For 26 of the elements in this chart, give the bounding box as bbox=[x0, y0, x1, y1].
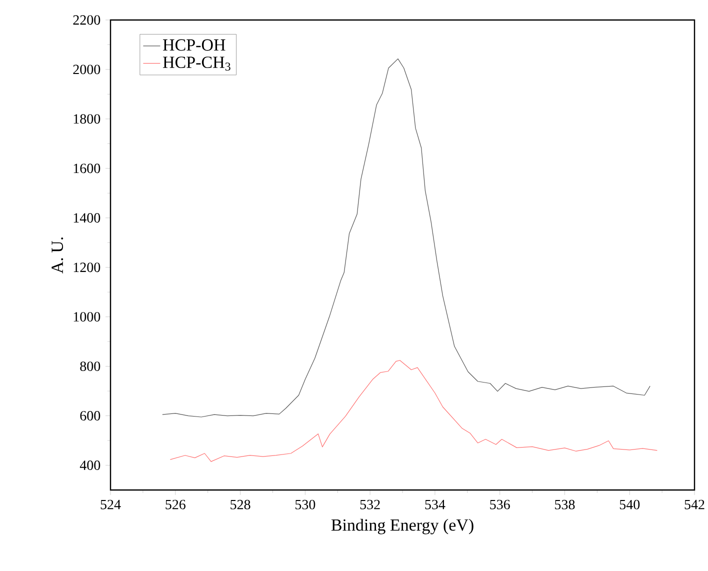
x-tick-label: 542 bbox=[684, 500, 704, 510]
y-tick-label: 1400 bbox=[74, 213, 100, 223]
x-tick-label: 530 bbox=[295, 500, 316, 510]
x-tick-label: 534 bbox=[425, 500, 446, 510]
y-tick-label: 1800 bbox=[74, 114, 100, 124]
y-tick-label: 2000 bbox=[73, 64, 100, 74]
legend-label: HCP-OH bbox=[162, 39, 226, 51]
y-axis-title: A. U. bbox=[52, 237, 64, 274]
y-tick-label: 600 bbox=[80, 411, 100, 420]
line-series bbox=[170, 360, 658, 462]
x-tick-label: 536 bbox=[490, 500, 510, 510]
x-tick-label: 540 bbox=[620, 500, 640, 510]
y-tick-label: 2200 bbox=[73, 15, 100, 25]
legend-label: HCP-CH$_{3}$ bbox=[162, 56, 230, 71]
x-axis-title: Binding Energy (eV) bbox=[331, 518, 474, 534]
x-tick-label: 524 bbox=[100, 500, 121, 510]
x-tick-label: 532 bbox=[360, 500, 380, 510]
x-tick-label: 538 bbox=[555, 500, 575, 510]
y-tick-label: 800 bbox=[80, 362, 100, 372]
y-tick-label: 1000 bbox=[74, 312, 100, 322]
x-tick-label: 528 bbox=[230, 500, 250, 510]
y-tick-label: 1200 bbox=[74, 262, 100, 272]
y-tick-label: 400 bbox=[80, 460, 100, 470]
x-tick-label: 526 bbox=[166, 500, 186, 510]
line-series bbox=[162, 58, 650, 418]
y-tick-label: 1600 bbox=[74, 164, 100, 174]
